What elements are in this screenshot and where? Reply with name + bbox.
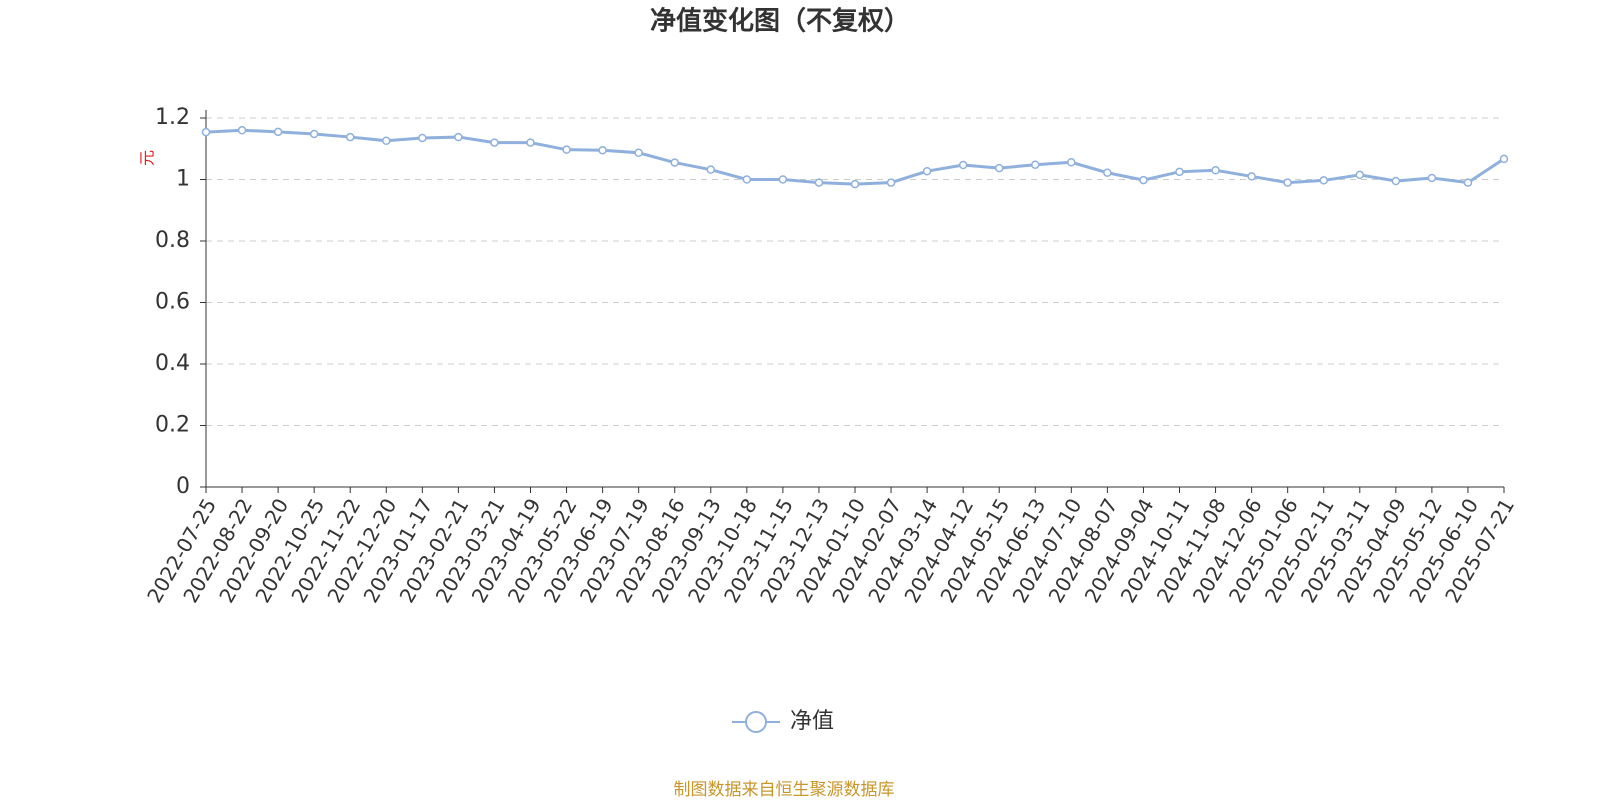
- legend-marker: [745, 711, 767, 733]
- data-point: [201, 127, 211, 137]
- data-point: [1067, 158, 1076, 167]
- data-point: [1175, 167, 1184, 177]
- data-point: [778, 175, 788, 184]
- data-point: [1319, 176, 1328, 185]
- y-tick-label: 0: [176, 474, 190, 499]
- data-point: [1499, 154, 1509, 164]
- data-point: [237, 126, 247, 135]
- data-point: [598, 146, 607, 155]
- data-point: [1211, 166, 1220, 175]
- y-axis-label: 元: [138, 150, 157, 166]
- data-point: [562, 145, 571, 154]
- y-tick-label: 0.2: [155, 413, 190, 438]
- data-point: [526, 138, 535, 147]
- data-point: [958, 160, 968, 170]
- data-point: [273, 127, 283, 137]
- source-note: 制图数据来自恒生聚源数据库: [674, 780, 895, 800]
- data-point: [454, 132, 463, 142]
- data-point: [1103, 168, 1112, 177]
- data-point: [1283, 178, 1292, 187]
- data-point: [814, 178, 824, 187]
- y-tick-label: 0.4: [155, 351, 190, 376]
- y-tick-label: 1: [176, 167, 190, 192]
- data-point: [1247, 172, 1256, 181]
- chart-title: 净值变化图（不复权）: [650, 6, 910, 37]
- data-point: [886, 178, 896, 187]
- data-point: [1463, 178, 1473, 187]
- y-tick-label: 0.8: [155, 228, 190, 253]
- data-point: [994, 163, 1004, 173]
- data-point: [850, 179, 860, 189]
- data-point: [345, 132, 355, 142]
- data-point: [1031, 160, 1040, 169]
- data-point: [922, 166, 932, 176]
- data-point: [742, 175, 752, 184]
- data-point: [309, 129, 319, 139]
- y-tick-label: 0.6: [155, 290, 190, 315]
- data-point: [1139, 175, 1148, 185]
- data-point: [490, 138, 499, 147]
- data-point: [1427, 173, 1437, 183]
- data-point: [634, 148, 643, 157]
- data-point: [418, 133, 427, 143]
- data-point: [1391, 176, 1401, 186]
- data-point: [382, 136, 391, 146]
- series-line: [205, 128, 1505, 186]
- legend-label: 净值: [790, 709, 834, 734]
- data-point: [670, 158, 679, 167]
- data-point: [1355, 170, 1365, 180]
- data-point: [706, 165, 716, 174]
- y-tick-label: 1.2: [155, 105, 190, 130]
